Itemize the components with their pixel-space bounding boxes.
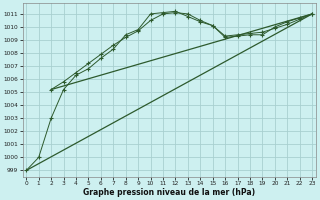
X-axis label: Graphe pression niveau de la mer (hPa): Graphe pression niveau de la mer (hPa) [83, 188, 255, 197]
